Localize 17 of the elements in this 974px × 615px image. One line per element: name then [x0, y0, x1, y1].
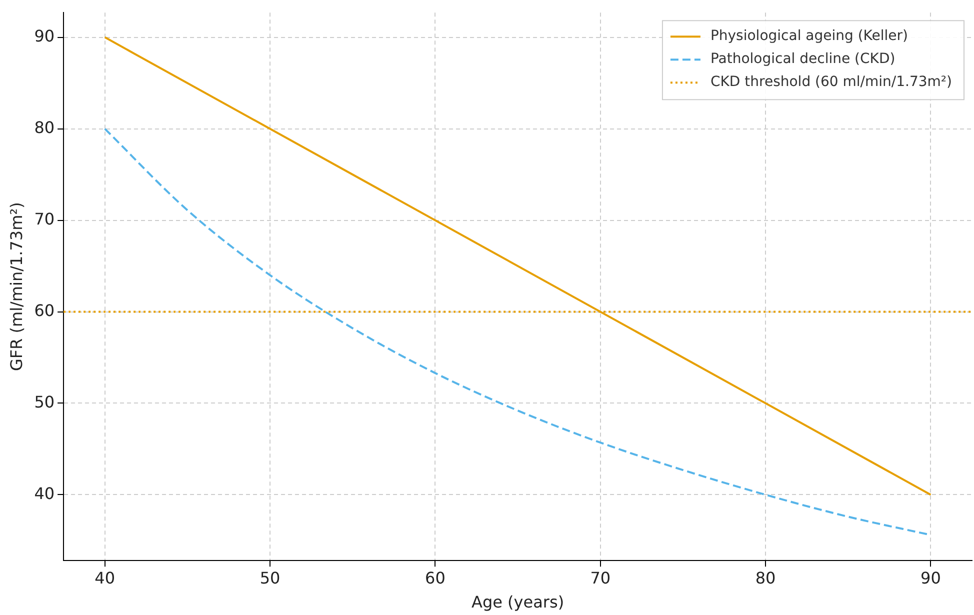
x-tick-label: 50: [260, 568, 280, 588]
legend-label: Pathological decline (CKD): [710, 51, 896, 68]
x-tick-label: 90: [920, 568, 941, 588]
x-tick-label: 70: [590, 568, 611, 588]
legend-label: Physiological ageing (Keller): [710, 28, 908, 44]
legend-label: CKD threshold (60 ml/min/1.73m²): [710, 74, 952, 90]
x-axis-title: Age (years): [472, 592, 564, 612]
y-tick-label: 50: [34, 392, 55, 412]
x-tick-label: 40: [94, 568, 116, 588]
y-tick-label: 80: [34, 118, 55, 137]
y-tick-label: 40: [34, 484, 55, 503]
y-axis-title: GFR (ml/min/1.73m²): [6, 202, 26, 372]
x-tick-label: 80: [755, 568, 776, 588]
y-tick-label: 70: [34, 209, 55, 228]
x-tick-label: 60: [425, 568, 446, 588]
y-tick-label: 90: [34, 26, 55, 46]
y-tick-label: 60: [34, 300, 55, 320]
